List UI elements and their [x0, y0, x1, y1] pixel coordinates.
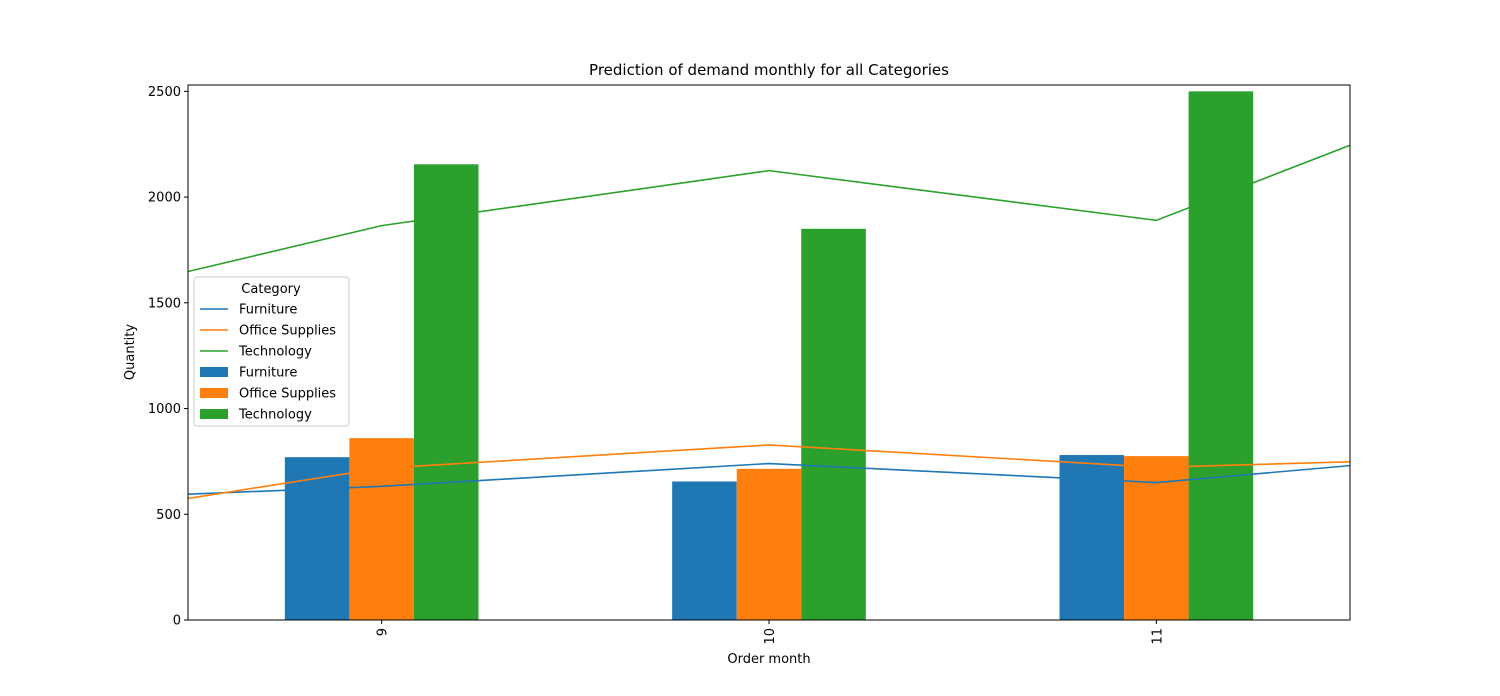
- legend-label: Technology: [238, 345, 312, 360]
- bar-office-supplies-10: [736, 468, 802, 620]
- legend: Category Furniture Office Supplies Technol…: [193, 276, 350, 427]
- legend-title: Category: [241, 282, 301, 297]
- bar-furniture-9: [284, 457, 350, 620]
- legend-label: Office Supplies: [239, 387, 336, 402]
- legend-box: [193, 276, 350, 427]
- legend-label: Office Supplies: [239, 324, 336, 339]
- chart-title: Prediction of demand monthly for all Cat…: [589, 61, 949, 79]
- bar-technology-10: [801, 228, 866, 620]
- line-furniture: [187, 462, 1351, 495]
- line-office-supplies: [187, 444, 1351, 500]
- y-axis: 0 500 1000 1500 2000 2500: [148, 85, 188, 629]
- legend-label: Technology: [238, 408, 312, 423]
- y-tick-label: 2500: [148, 85, 181, 100]
- legend-entries: Furniture Office Supplies Technology Furnit…: [200, 303, 336, 423]
- bar-furniture-11: [1059, 455, 1125, 620]
- y-axis-label: Quantity: [123, 324, 138, 380]
- bar-technology-9: [413, 164, 479, 621]
- line-technology: [187, 144, 1351, 273]
- x-tick-label: 9: [376, 628, 391, 636]
- legend-bar-swatch: [200, 388, 228, 398]
- legend-bar-swatch: [200, 409, 228, 419]
- y-tick-label: 2000: [148, 191, 181, 206]
- x-tick-label: 11: [1150, 628, 1165, 645]
- plot-area: [187, 91, 1351, 621]
- bar-technology-11: [1188, 91, 1254, 620]
- x-axis: 9 10 11: [376, 620, 1165, 645]
- y-tick-label: 1500: [148, 296, 181, 311]
- y-tick-label: 1000: [148, 402, 181, 417]
- legend-bar-swatch: [200, 367, 228, 377]
- legend-label: Furniture: [239, 366, 297, 381]
- bar-office-supplies-9: [349, 438, 414, 620]
- y-tick-label: 0: [173, 614, 181, 629]
- y-tick-label: 500: [156, 508, 181, 523]
- x-axis-label: Order month: [727, 652, 810, 667]
- bar-furniture-10: [672, 481, 737, 620]
- bar-office-supplies-11: [1124, 456, 1189, 620]
- legend-label: Furniture: [239, 303, 297, 318]
- x-tick-label: 10: [763, 628, 778, 645]
